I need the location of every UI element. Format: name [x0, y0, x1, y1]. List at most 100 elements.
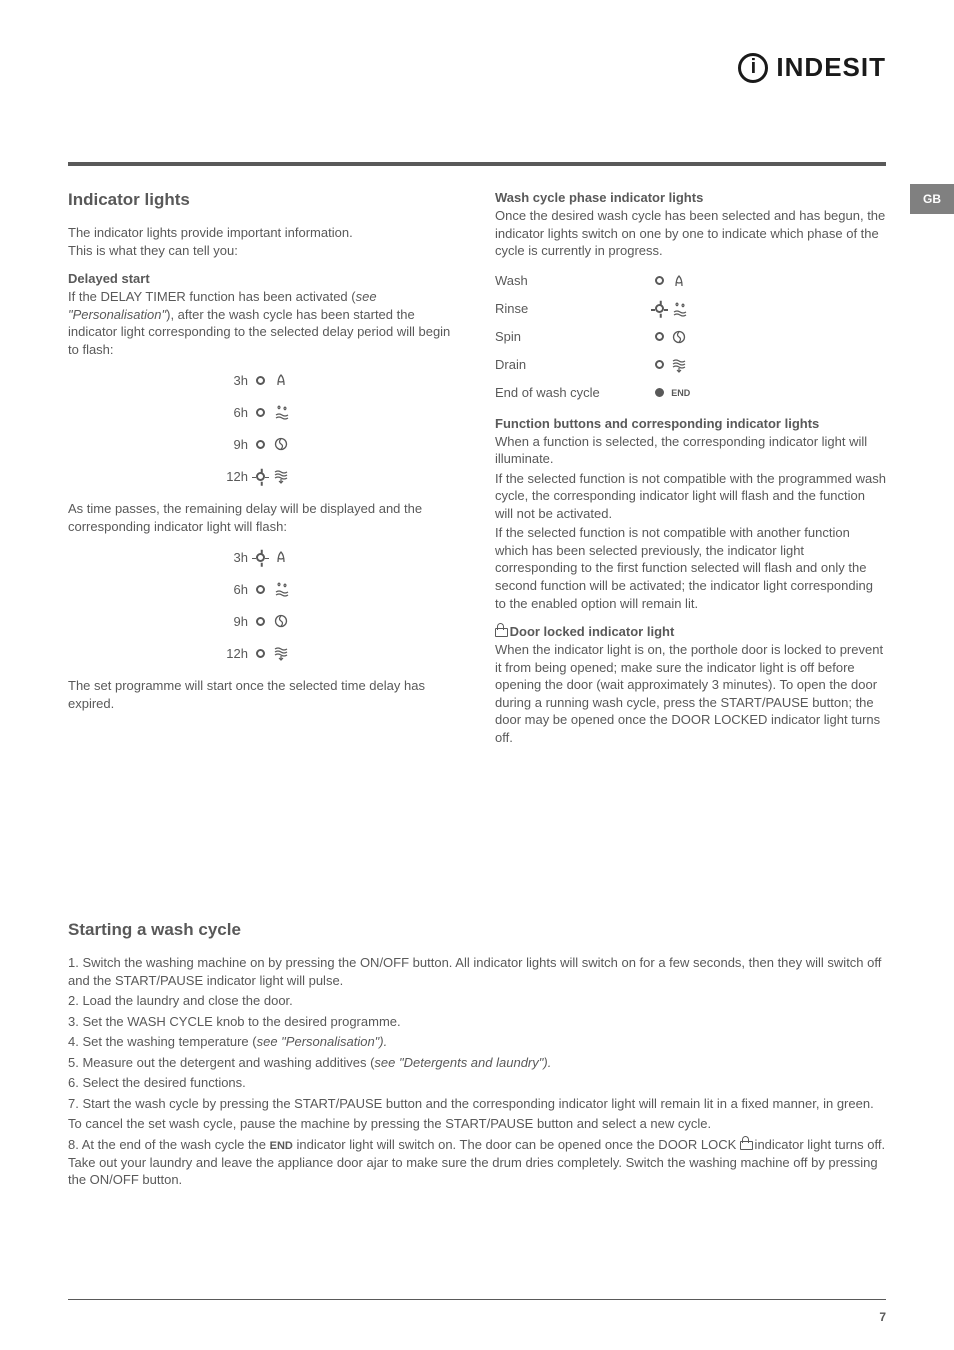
phase-label: End of wash cycle: [495, 385, 655, 400]
delay-label: 6h: [220, 405, 248, 420]
delay-mid-text: As time passes, the remaining delay will…: [68, 500, 459, 535]
phase-row-wash: Wash: [495, 272, 886, 290]
delay-label: 6h: [220, 582, 248, 597]
brand-icon: i: [738, 53, 768, 83]
page-number: 7: [879, 1310, 886, 1324]
delay-label: 9h: [220, 614, 248, 629]
door-locked-heading: Door locked indicator light: [495, 624, 886, 639]
step8-a: 8. At the end of the wash cycle the: [68, 1137, 270, 1152]
lock-icon: [495, 625, 506, 637]
right-column: Wash cycle phase indicator lights Once t…: [495, 190, 886, 758]
delay-label: 12h: [220, 646, 248, 661]
led-flash-icon: [256, 472, 265, 481]
func-p2: If the selected function is not compatib…: [495, 470, 886, 523]
step-1: 1. Switch the washing machine on by pres…: [68, 954, 886, 989]
phase-row-end: End of wash cycle END: [495, 384, 886, 402]
led-icon: [256, 649, 265, 658]
rinse-icon: [273, 404, 289, 420]
lock-icon: [740, 1138, 751, 1150]
phase-row-spin: Spin: [495, 328, 886, 346]
led-flash-icon: [256, 553, 265, 562]
footer-divider: [68, 1299, 886, 1300]
starting-wash-heading: Starting a wash cycle: [68, 920, 886, 940]
delay-row: 12h: [220, 466, 459, 486]
step8-end: END: [270, 1140, 293, 1152]
step5-a: 5. Measure out the detergent and washing…: [68, 1055, 374, 1070]
step-3: 3. Set the WASH CYCLE knob to the desire…: [68, 1013, 886, 1031]
delay-row: 6h: [220, 579, 459, 599]
rinse-icon: [273, 581, 289, 597]
phase-intro: Once the desired wash cycle has been sel…: [495, 207, 886, 260]
header-divider: [68, 162, 886, 166]
left-column: Indicator lights The indicator lights pr…: [68, 190, 459, 758]
wash-icon: [273, 549, 289, 565]
locale-tab: GB: [910, 184, 954, 214]
brand-logo: i INDESIT: [738, 52, 886, 83]
step4-em: see "Personalisation").: [257, 1034, 388, 1049]
delayed-start-heading: Delayed start: [68, 271, 459, 286]
phase-row-rinse: Rinse: [495, 300, 886, 318]
intro-text: The indicator lights provide important i…: [68, 224, 459, 259]
led-icon: [256, 440, 265, 449]
led-icon: [655, 360, 664, 369]
brand-name: INDESIT: [776, 52, 886, 83]
phase-row-drain: Drain: [495, 356, 886, 374]
drain-icon: [273, 468, 289, 484]
func-p3: If the selected function is not compatib…: [495, 524, 886, 612]
step4-a: 4. Set the washing temperature (: [68, 1034, 257, 1049]
step-7: 7. Start the wash cycle by pressing the …: [68, 1095, 886, 1113]
step-2: 2. Load the laundry and close the door.: [68, 992, 886, 1010]
delay-row: 6h: [220, 402, 459, 422]
wash-icon: [273, 372, 289, 388]
phase-label: Drain: [495, 357, 655, 372]
main-content: Indicator lights The indicator lights pr…: [68, 190, 886, 758]
delayed-start-text: If the DELAY TIMER function has been act…: [68, 288, 459, 358]
delay-row: 9h: [220, 434, 459, 454]
led-icon: [256, 376, 265, 385]
step5-em: see "Detergents and laundry").: [374, 1055, 551, 1070]
end-label: END: [671, 388, 690, 398]
drain-icon: [671, 357, 687, 373]
led-icon: [655, 276, 664, 285]
spin-icon: [273, 436, 289, 452]
led-icon: [256, 408, 265, 417]
delayed-text-a: If the DELAY TIMER function has been act…: [68, 289, 356, 304]
delay-block-2: 3h 6h 9h 12h: [220, 547, 459, 663]
delay-row: 3h: [220, 370, 459, 390]
func-p1: When a function is selected, the corresp…: [495, 433, 886, 468]
phase-table: Wash Rinse Spin Drain End of wash cycle …: [495, 272, 886, 402]
door-heading-text: Door locked indicator light: [506, 624, 674, 639]
delay-row: 12h: [220, 643, 459, 663]
delay-block-1: 3h 6h 9h 12h: [220, 370, 459, 486]
phase-heading: Wash cycle phase indicator lights: [495, 190, 886, 205]
function-buttons-heading: Function buttons and corresponding indic…: [495, 416, 886, 431]
led-icon: [256, 617, 265, 626]
delay-label: 3h: [220, 550, 248, 565]
indicator-lights-heading: Indicator lights: [68, 190, 459, 210]
step-4: 4. Set the washing temperature (see "Per…: [68, 1033, 886, 1051]
delay-row: 3h: [220, 547, 459, 567]
wash-icon: [671, 273, 687, 289]
delay-row: 9h: [220, 611, 459, 631]
door-locked-text: When the indicator light is on, the port…: [495, 641, 886, 746]
phase-label: Spin: [495, 329, 655, 344]
delay-label: 3h: [220, 373, 248, 388]
step-5: 5. Measure out the detergent and washing…: [68, 1054, 886, 1072]
phase-label: Wash: [495, 273, 655, 288]
step-6: 6. Select the desired functions.: [68, 1074, 886, 1092]
step-7b: To cancel the set wash cycle, pause the …: [68, 1115, 886, 1133]
starting-wash-section: Starting a wash cycle 1. Switch the wash…: [68, 920, 886, 1192]
led-icon: [655, 332, 664, 341]
led-icon: [256, 585, 265, 594]
rinse-icon: [671, 301, 687, 317]
delay-end-text: The set programme will start once the se…: [68, 677, 459, 712]
spin-icon: [671, 329, 687, 345]
drain-icon: [273, 645, 289, 661]
step-8: 8. At the end of the wash cycle the END …: [68, 1136, 886, 1189]
step8-b: indicator light will switch on. The door…: [293, 1137, 740, 1152]
led-flash-icon: [655, 304, 664, 313]
delay-label: 12h: [220, 469, 248, 484]
delay-label: 9h: [220, 437, 248, 452]
led-icon: [655, 388, 664, 397]
spin-icon: [273, 613, 289, 629]
